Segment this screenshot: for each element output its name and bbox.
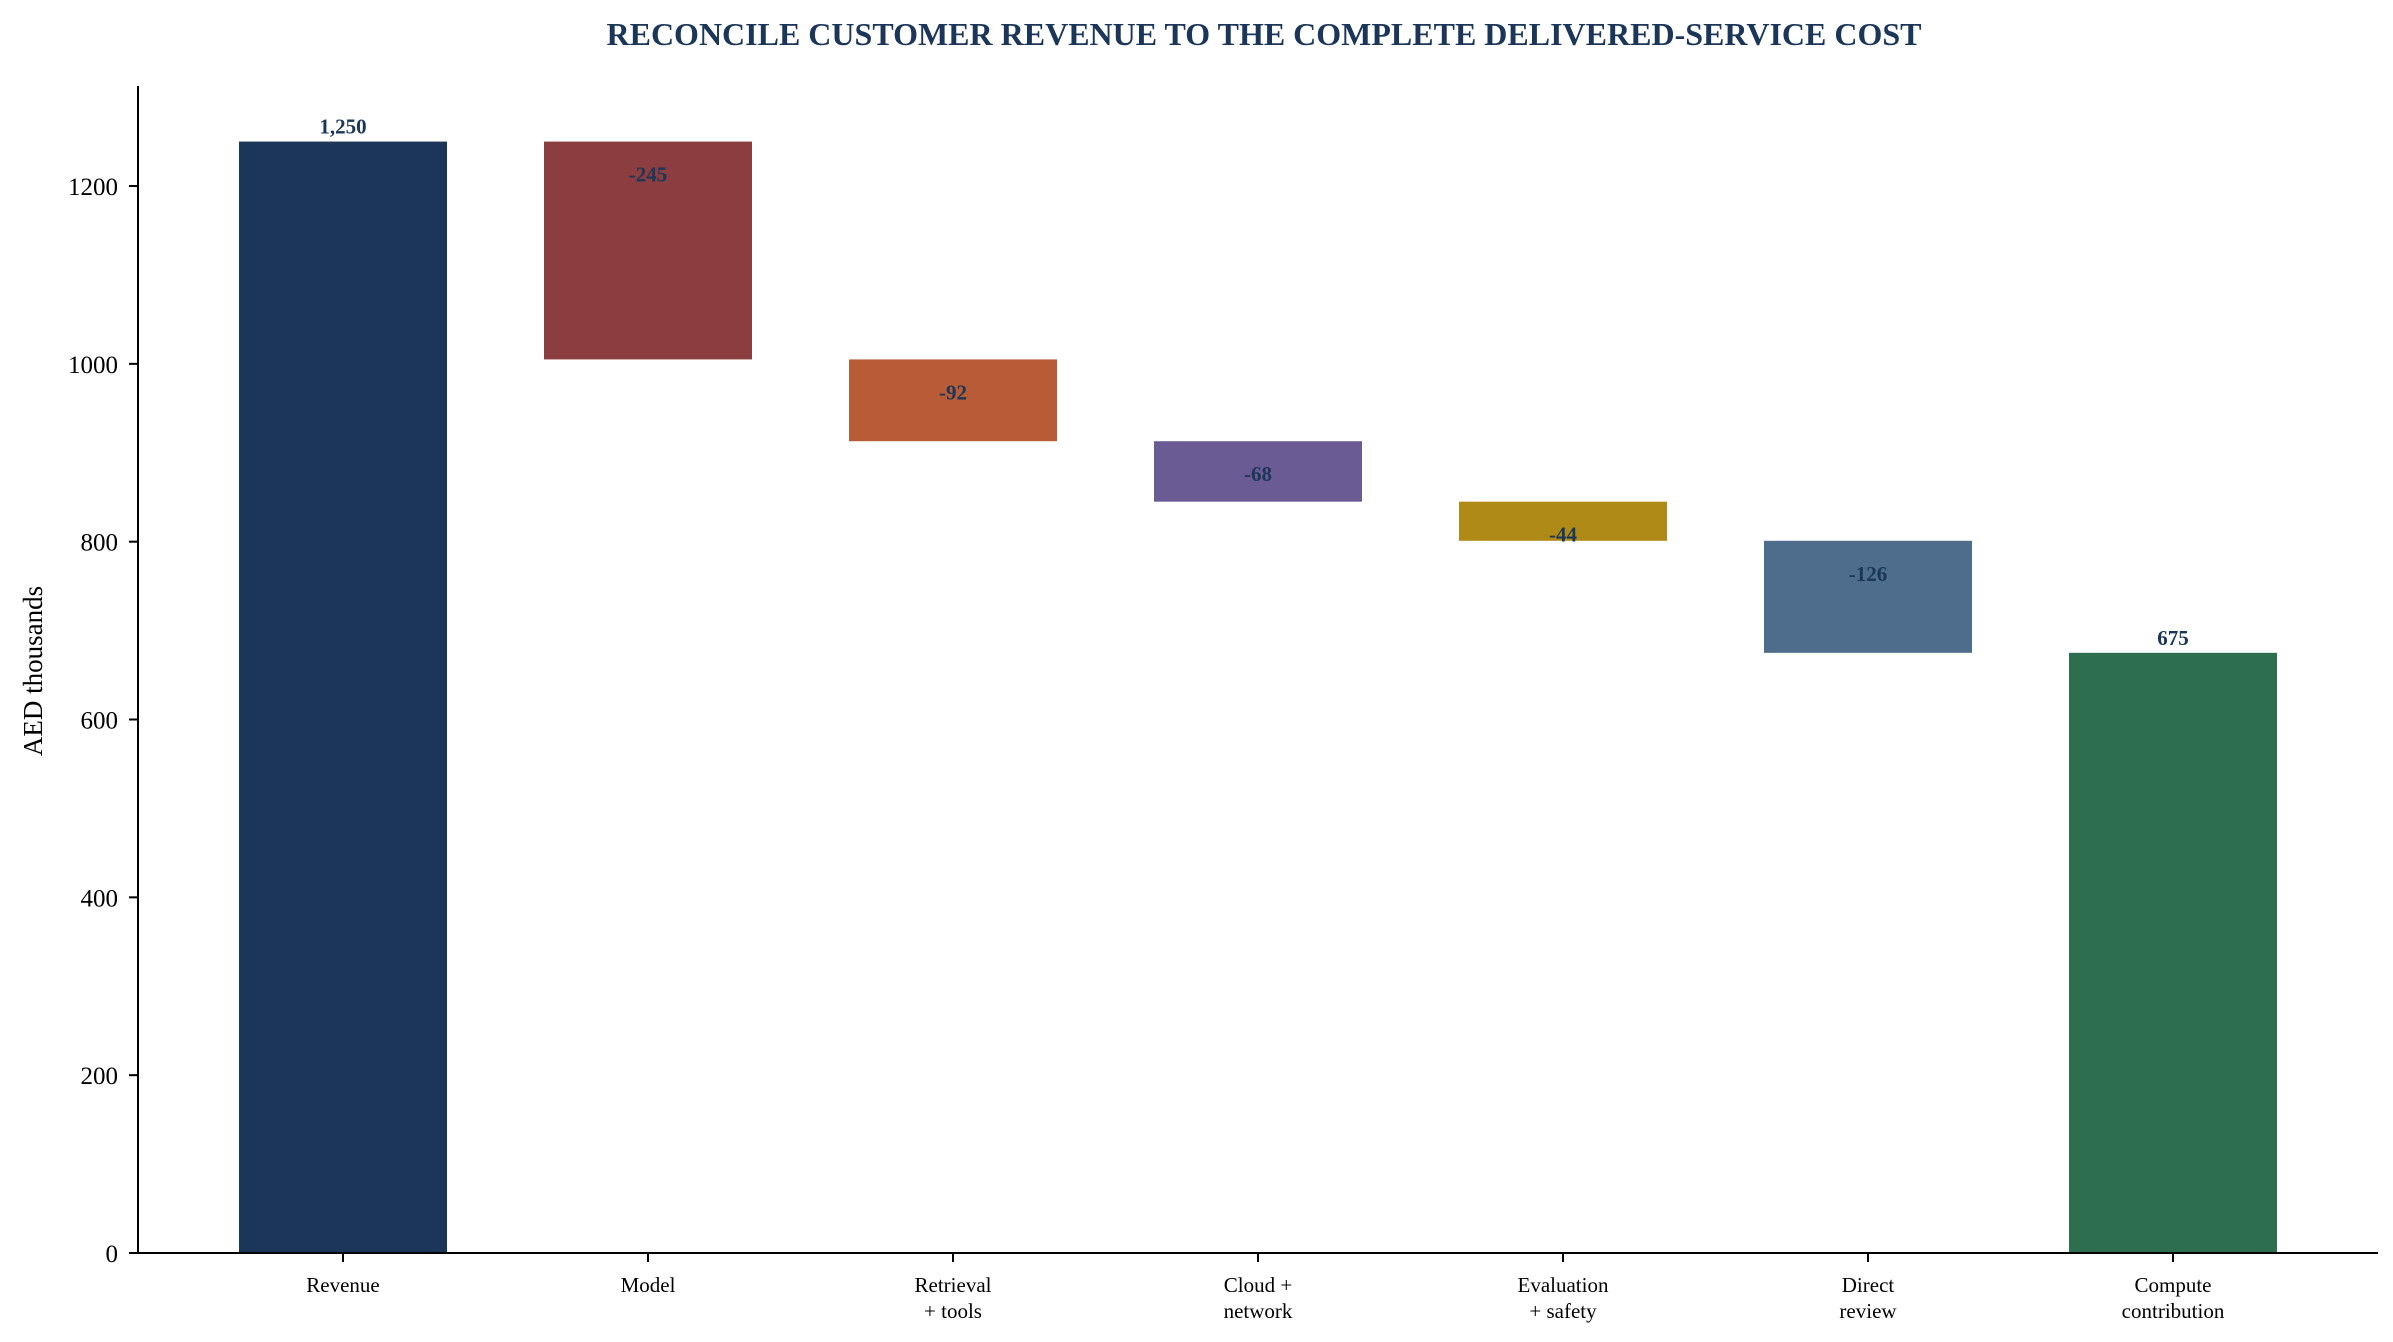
x-tick-label: Cloud + (1224, 1273, 1292, 1297)
data-label: 1,250 (319, 115, 366, 139)
bar-model (544, 141, 752, 360)
bar-revenue (239, 141, 447, 1254)
x-tick-label: review (1839, 1299, 1897, 1323)
bar-compute-contribution (2069, 652, 2277, 1253)
y-axis: 0 200 400 600 800 1000 1200 (68, 86, 139, 1268)
x-tick-label: Compute (2135, 1273, 2212, 1297)
x-tick-label: + safety (1529, 1299, 1597, 1323)
data-label: -92 (939, 380, 967, 404)
y-tick-label: 600 (81, 708, 119, 735)
x-tick-label: + tools (924, 1299, 982, 1323)
y-tick-label: 1000 (68, 352, 118, 379)
x-tick-label: Revenue (306, 1273, 379, 1297)
x-tick-label: Direct (1842, 1273, 1895, 1297)
bar-direct-review (1764, 540, 1972, 653)
bar-retrieval-tools (849, 359, 1057, 442)
data-label: -68 (1244, 462, 1272, 486)
x-tick-label: Model (621, 1273, 676, 1297)
y-tick-label: 200 (81, 1063, 119, 1090)
y-tick-label: 800 (81, 530, 119, 557)
bar-cloud-network (1154, 441, 1362, 502)
data-label: 675 (2157, 626, 2189, 650)
y-tick-label: 400 (81, 885, 119, 912)
data-label-group: 1,250 -245 -92 -68 -44 -126 675 (319, 115, 2188, 650)
y-tick-label: 1200 (68, 174, 118, 201)
chart-title: RECONCILE CUSTOMER REVENUE TO THE COMPLE… (606, 16, 1921, 52)
y-tick-label: 0 (106, 1241, 119, 1268)
x-axis: Revenue Model Retrieval+ tools Cloud +netwo… (138, 1252, 2378, 1323)
data-label: -245 (629, 163, 668, 187)
x-tick-label: Evaluation (1518, 1273, 1609, 1297)
data-label: -126 (1849, 562, 1888, 586)
x-tick-label: Retrieval (915, 1273, 992, 1297)
bar-group (239, 141, 2277, 1254)
data-label: -44 (1549, 523, 1577, 547)
x-tick-label: contribution (2122, 1299, 2225, 1323)
y-axis-title: AED thousands (18, 586, 48, 756)
bar-evaluation-safety (1459, 501, 1667, 541)
x-tick-label: network (1224, 1299, 1293, 1323)
